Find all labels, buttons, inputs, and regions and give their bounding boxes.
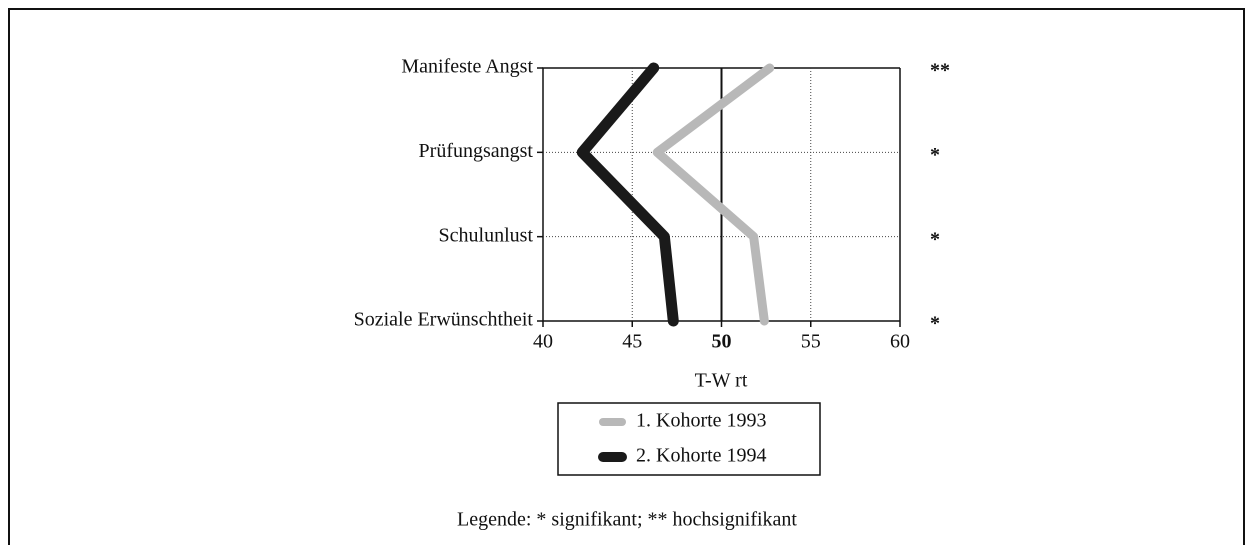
series-line: [576, 62, 679, 327]
x-tick-label: 60: [890, 331, 910, 353]
significance-mark: *: [930, 313, 940, 335]
x-axis-label: T-W rt: [695, 370, 748, 392]
x-tick-label: 40: [533, 331, 553, 353]
x-tick-label: 45: [622, 331, 642, 353]
y-tick-label: Soziale Erwünschtheit: [354, 309, 534, 331]
significance-mark: *: [930, 144, 940, 166]
y-tick-label: Prüfungsangst: [419, 140, 534, 162]
significance-mark: *: [930, 228, 940, 250]
footnote: Legende: * signifikant; ** hochsignifika…: [457, 509, 797, 531]
x-tick-label: 55: [801, 331, 821, 353]
legend-label: 2. Kohorte 1994: [636, 445, 767, 467]
y-tick-label: Schulunlust: [439, 224, 534, 246]
frame: [8, 8, 1245, 545]
x-tick-label: 50: [712, 331, 732, 353]
significance-mark: **: [930, 60, 950, 82]
series-line: [652, 63, 775, 326]
legend-box: [557, 402, 821, 476]
y-tick-label: Manifeste Angst: [401, 56, 533, 78]
legend-label: 1. Kohorte 1993: [636, 410, 767, 432]
